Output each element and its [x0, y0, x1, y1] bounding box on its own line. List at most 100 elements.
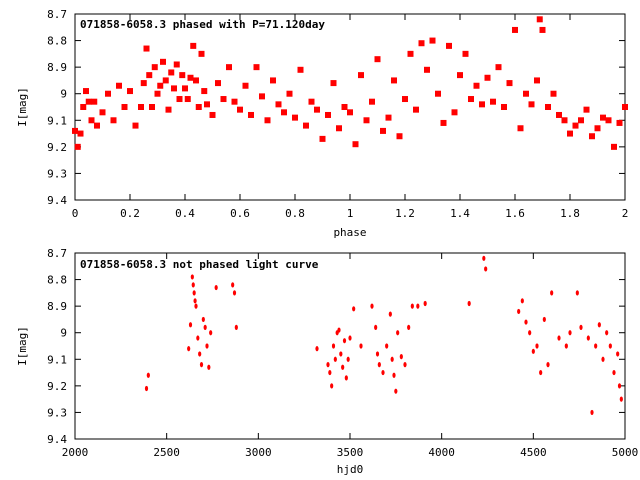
data-point	[292, 114, 298, 121]
data-point	[330, 80, 337, 87]
data-point	[377, 362, 381, 368]
unphased-light-curve-panel: 071858-6058.3 not phased light curve 8.7…	[16, 247, 638, 476]
data-point	[616, 119, 623, 126]
data-point	[597, 322, 601, 328]
data-point	[392, 372, 396, 378]
data-point	[546, 362, 550, 368]
data-point	[473, 82, 480, 89]
data-point	[140, 80, 147, 87]
x-tick-label: 1.8	[560, 207, 580, 220]
data-point	[520, 298, 524, 304]
data-point	[341, 104, 348, 110]
data-point	[144, 385, 149, 392]
data-point	[391, 77, 397, 84]
y-tick-label: 8.7	[47, 8, 67, 21]
data-point	[517, 125, 524, 132]
data-point	[232, 290, 237, 296]
data-point	[160, 58, 166, 65]
data-point	[116, 82, 122, 89]
data-point	[542, 316, 546, 323]
y-tick-label: 9	[60, 327, 67, 340]
data-point	[207, 364, 211, 370]
data-point	[237, 106, 243, 113]
data-point	[616, 351, 620, 357]
data-point	[539, 26, 546, 33]
data-point	[85, 98, 92, 105]
y-tick-label: 9.1	[47, 114, 67, 127]
data-point	[586, 335, 590, 341]
data-point	[462, 50, 469, 57]
data-point	[403, 362, 407, 368]
data-point	[325, 111, 331, 118]
data-point	[594, 343, 598, 349]
y-tick-label: 9.3	[47, 406, 67, 419]
data-point	[590, 409, 594, 416]
x-tick-label: 1.6	[505, 207, 525, 220]
data-point	[173, 61, 180, 68]
data-point	[220, 96, 227, 103]
data-point	[270, 77, 276, 84]
data-point	[188, 322, 193, 328]
data-point	[608, 343, 612, 349]
data-point	[171, 85, 177, 92]
data-point	[286, 90, 293, 97]
data-point	[524, 319, 528, 325]
data-point	[429, 37, 436, 44]
data-point	[402, 96, 408, 103]
data-point	[196, 335, 200, 341]
data-point	[418, 40, 425, 47]
data-point	[531, 348, 535, 354]
data-point	[468, 96, 474, 103]
data-point	[198, 351, 202, 357]
x-tick-label: 2	[622, 207, 629, 220]
y-tick-label: 8.9	[47, 300, 67, 313]
data-point	[110, 117, 117, 124]
data-point	[281, 109, 287, 116]
data-point	[435, 90, 441, 97]
x-tick-label: 0.8	[285, 207, 305, 220]
data-point	[326, 362, 330, 368]
y-tick-label: 8.9	[47, 61, 67, 74]
data-point	[550, 290, 554, 296]
data-point	[346, 356, 350, 362]
data-point	[539, 369, 543, 376]
data-point	[381, 369, 385, 376]
chart-title: 071858-6058.3 not phased light curve	[80, 258, 319, 271]
data-point	[179, 72, 186, 79]
data-point	[385, 114, 392, 121]
data-point	[187, 74, 194, 81]
data-point	[617, 383, 622, 389]
data-point	[157, 82, 164, 89]
data-point	[352, 306, 356, 312]
data-point	[388, 311, 392, 317]
y-tick-label: 9	[60, 88, 67, 101]
data-point	[536, 16, 543, 23]
x-tick-label: 2000	[62, 446, 89, 459]
data-point	[182, 85, 188, 92]
data-point	[380, 127, 386, 134]
data-point	[154, 90, 161, 97]
data-point	[77, 130, 84, 137]
data-point	[187, 346, 191, 352]
data-point	[333, 356, 337, 362]
data-point	[162, 77, 169, 84]
y-axis-label: I[mag]	[16, 326, 29, 366]
data-point	[589, 133, 595, 140]
data-point	[215, 80, 221, 87]
data-point	[413, 106, 419, 113]
data-point	[209, 330, 213, 336]
data-point	[467, 300, 471, 307]
data-point	[342, 338, 347, 344]
data-point	[138, 104, 144, 110]
y-tick-label: 8.8	[47, 274, 67, 287]
data-point	[399, 354, 403, 360]
data-point	[410, 303, 414, 309]
x-tick-label: 5000	[612, 446, 639, 459]
x-tick-label: 4500	[520, 446, 547, 459]
data-point	[308, 98, 315, 105]
data-point	[572, 122, 579, 129]
data-point	[315, 346, 319, 352]
data-point	[359, 343, 363, 349]
data-point	[121, 104, 128, 110]
data-point	[424, 66, 430, 73]
